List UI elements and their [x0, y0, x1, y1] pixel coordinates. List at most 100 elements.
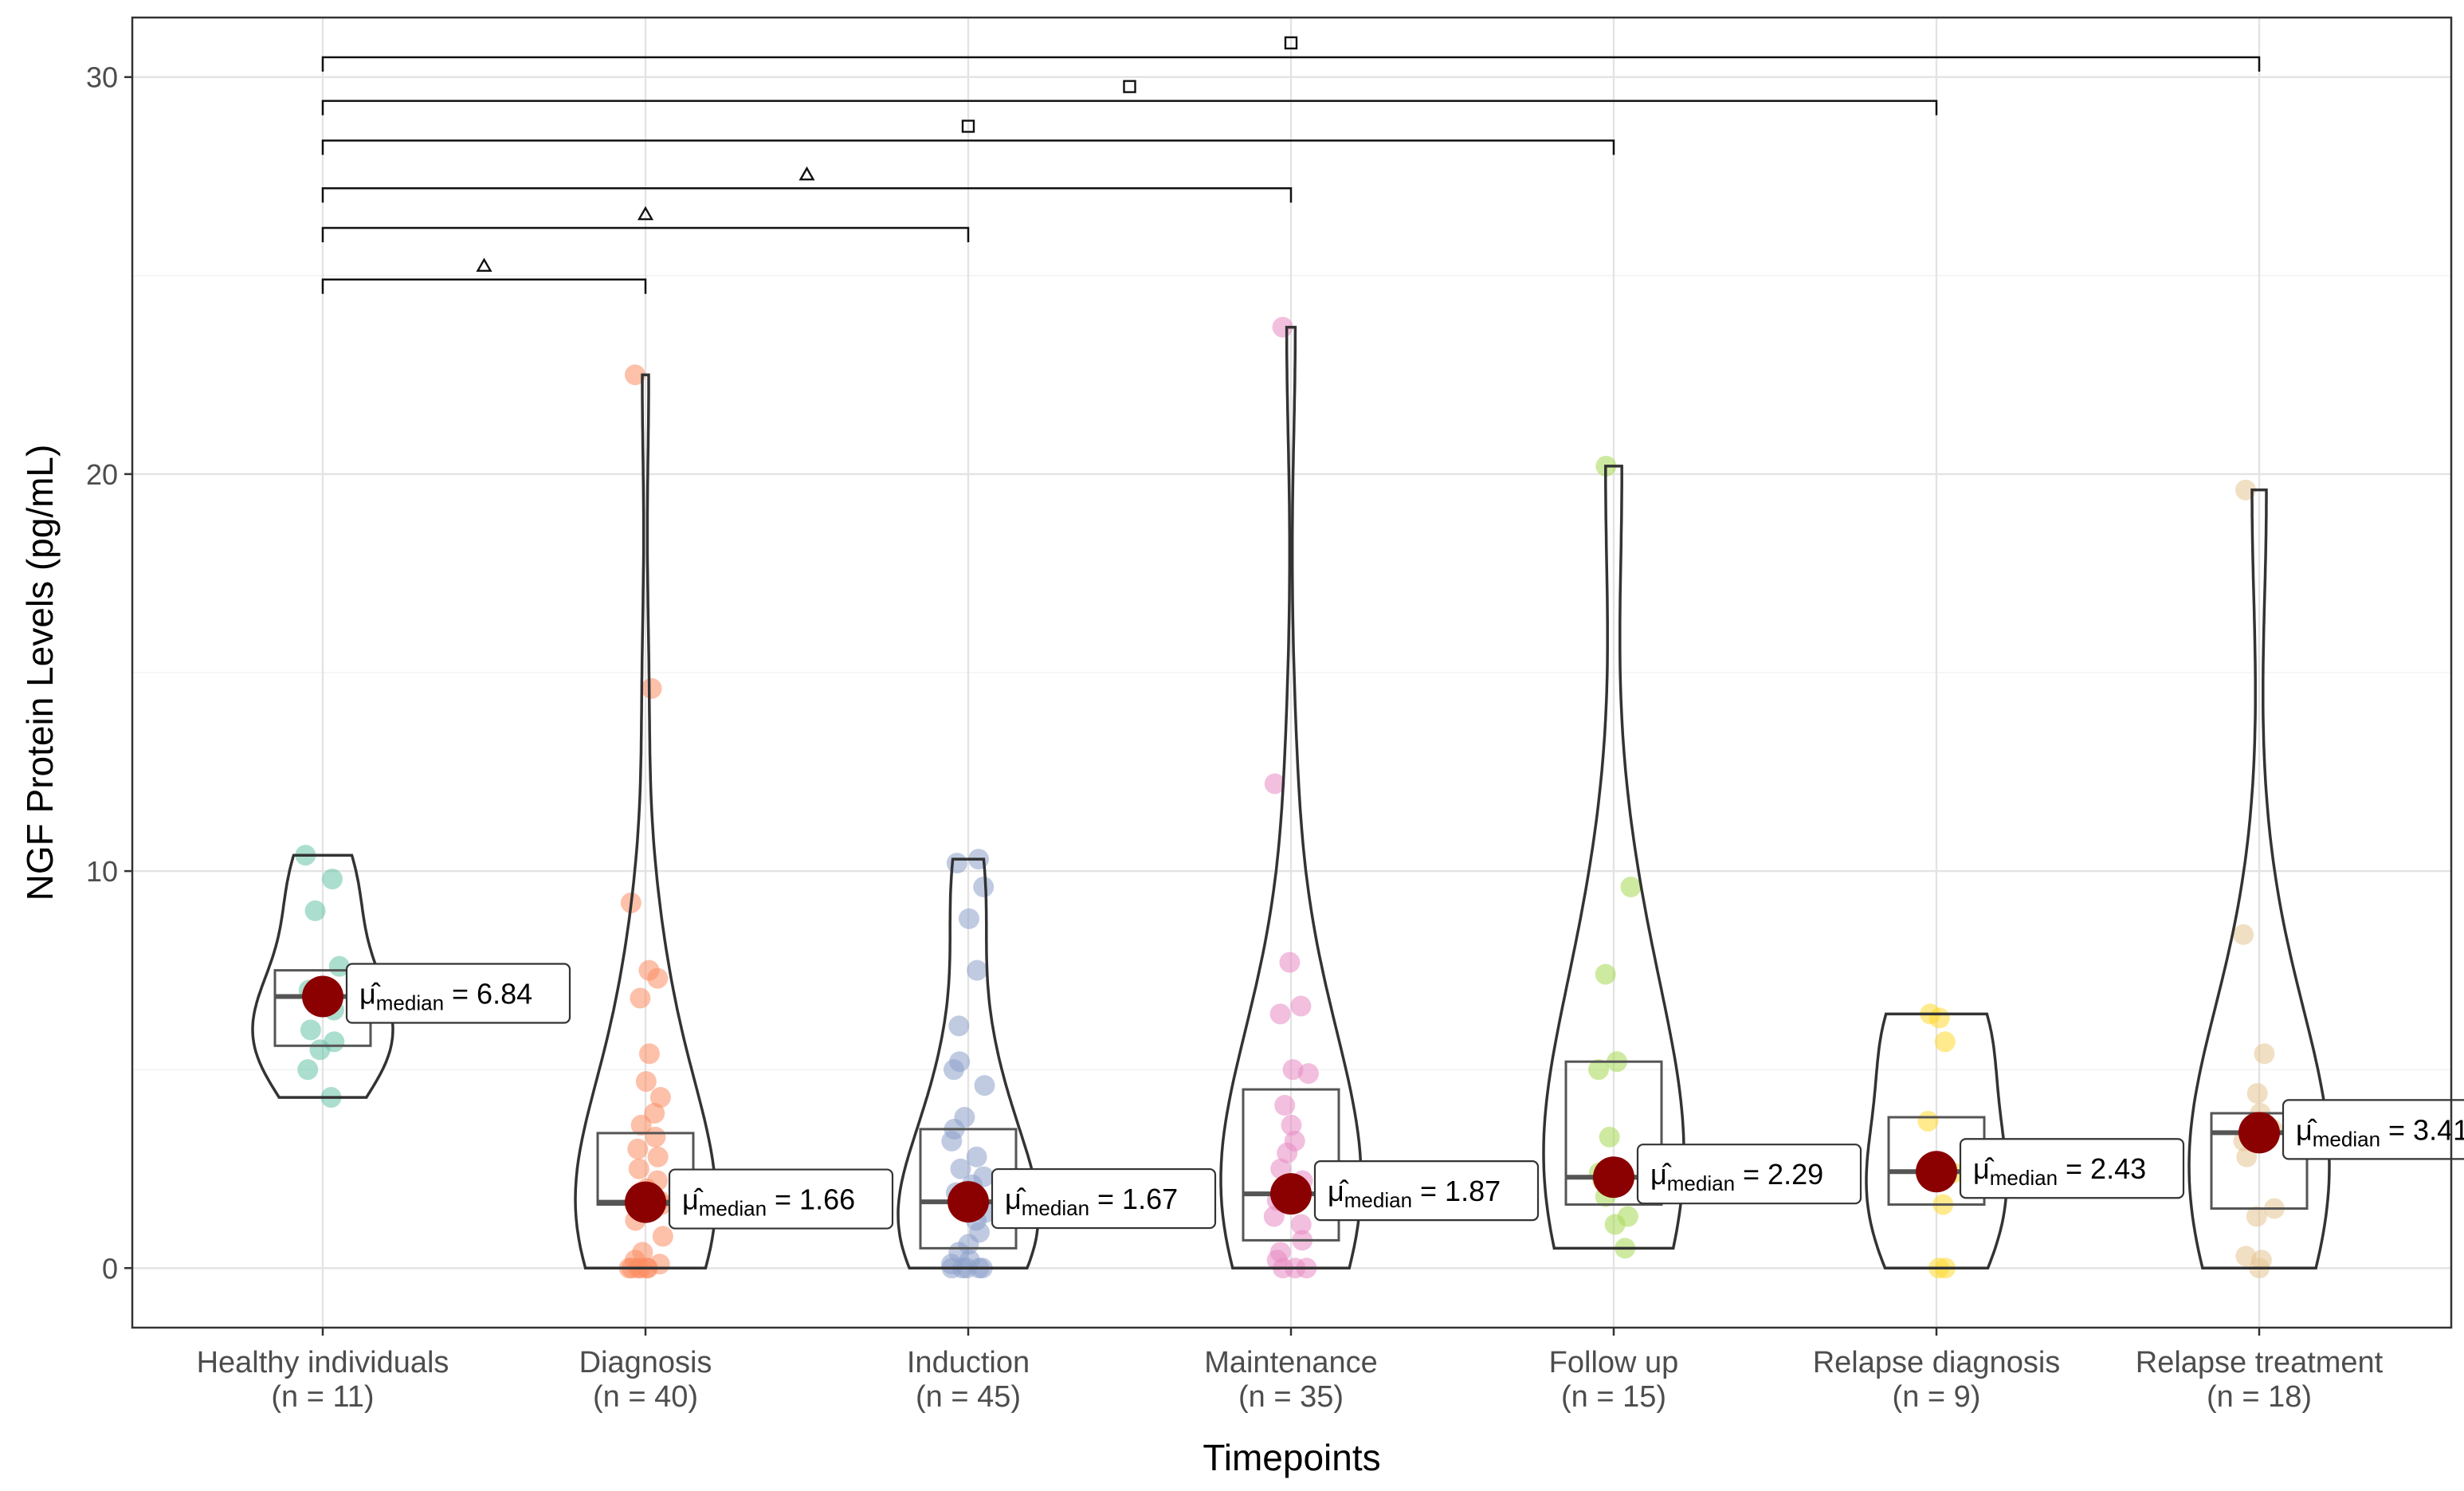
x-tick-n-label: (n = 45) [916, 1380, 1021, 1414]
data-point [638, 959, 660, 981]
y-tick-label: 10 [86, 855, 118, 888]
median-label: μ̂median = 2.29 [1636, 1144, 1862, 1205]
x-axis-title: Timepoints [1203, 1437, 1380, 1478]
data-point [649, 1254, 670, 1275]
bracket-line [321, 278, 647, 294]
data-point [1934, 1031, 1956, 1053]
data-point [1281, 1114, 1302, 1136]
x-tick-n-label: (n = 15) [1561, 1380, 1666, 1414]
data-point [1264, 773, 1285, 795]
data-point [630, 1114, 652, 1136]
median-label: μ̂median = 3.41 [2282, 1099, 2464, 1160]
data-point [1290, 995, 1312, 1017]
data-point [1617, 1206, 1638, 1227]
median-label-box [668, 1168, 894, 1230]
data-point [1595, 963, 1616, 985]
data-point [328, 955, 350, 977]
data-point [1269, 1003, 1291, 1025]
x-tick-n-label: (n = 11) [271, 1380, 374, 1414]
data-point [322, 869, 343, 890]
data-point [2246, 1206, 2267, 1227]
median-point [1270, 1173, 1312, 1215]
data-point [950, 1158, 971, 1179]
group-relapse-treatment: μ̂median = 3.41 [2187, 479, 2464, 1279]
bracket-line [321, 139, 1615, 155]
data-point [2235, 1246, 2257, 1267]
groups: μ̂median = 6.84 μ̂median = 1.66 μ̂median =… [251, 316, 2464, 1279]
median-label: μ̂median = 6.84 [345, 963, 571, 1024]
median-label-text: μ̂median = 3.41 [2296, 1113, 2464, 1151]
data-point [1269, 1242, 1291, 1263]
median-label: μ̂median = 1.87 [1313, 1160, 1540, 1222]
data-point [297, 1059, 319, 1081]
median-label-box [1959, 1138, 2185, 1199]
data-point [1290, 1214, 1312, 1235]
y-tick-label: 20 [86, 458, 118, 491]
data-point [304, 900, 326, 921]
data-point [625, 364, 646, 386]
bracket-line [321, 186, 1293, 203]
comparison-bracket [321, 166, 1293, 203]
x-tick-label: Relapse diagnosis [1813, 1346, 2061, 1379]
violin [1542, 465, 1685, 1250]
x-tick-label: Induction [907, 1346, 1030, 1379]
comparison-bracket [321, 120, 1615, 155]
data-point [649, 1087, 671, 1108]
data-point [628, 1158, 649, 1179]
group-diagnosis: μ̂median = 1.66 [574, 364, 894, 1279]
square-significance-marker [961, 120, 975, 133]
data-point [948, 1015, 970, 1037]
median-label: μ̂median = 2.43 [1959, 1138, 2185, 1199]
data-point [632, 1242, 653, 1263]
x-tick-n-label: (n = 35) [1238, 1380, 1344, 1414]
data-point [641, 677, 662, 699]
x-tick-n-label: (n = 9) [1893, 1380, 1981, 1414]
data-point [1599, 1126, 1620, 1148]
median-label-box [991, 1167, 1217, 1230]
data-point [1620, 877, 1642, 898]
x-tick-label: Maintenance [1204, 1346, 1378, 1379]
data-point [973, 1166, 995, 1187]
panel-border [131, 16, 2453, 1329]
median-label: μ̂median = 1.66 [668, 1168, 894, 1230]
comparison-bracket [321, 206, 970, 243]
median-label-box [345, 963, 571, 1024]
data-point [1274, 1095, 1296, 1116]
data-point [644, 1102, 665, 1124]
data-point [324, 1031, 345, 1053]
bracket-line [321, 56, 2261, 72]
x-tick-label: Follow up [1549, 1346, 1679, 1379]
square-significance-marker [1284, 36, 1298, 50]
median-point [2238, 1112, 2280, 1154]
data-point [1279, 951, 1301, 973]
data-point [2254, 1043, 2275, 1065]
data-point [967, 959, 988, 981]
median-label-text: μ̂median = 1.66 [682, 1183, 855, 1221]
x-tick-label: Diagnosis [579, 1346, 712, 1379]
data-point [300, 1019, 321, 1041]
median-point [1593, 1156, 1634, 1199]
median-label-box [2282, 1099, 2464, 1160]
median-point [1916, 1151, 1957, 1193]
data-point [1284, 1130, 1305, 1152]
median-point [948, 1181, 989, 1223]
data-point [645, 1126, 666, 1148]
bracket-line [321, 100, 1938, 116]
median-label-text: μ̂median = 6.84 [359, 978, 532, 1015]
data-point [973, 877, 995, 898]
data-point [635, 1071, 657, 1093]
data-point [638, 1043, 660, 1065]
data-point [966, 1146, 987, 1167]
data-point [630, 987, 651, 1009]
data-point [647, 1146, 669, 1167]
data-point [2246, 1083, 2268, 1105]
y-tick-label: 30 [86, 61, 118, 94]
data-point [974, 1075, 995, 1097]
violin [574, 373, 717, 1270]
median-label-box [1313, 1160, 1540, 1222]
data-point [2250, 1250, 2272, 1271]
median-label-text: μ̂median = 1.87 [1328, 1175, 1501, 1212]
data-point [1587, 1059, 1609, 1081]
